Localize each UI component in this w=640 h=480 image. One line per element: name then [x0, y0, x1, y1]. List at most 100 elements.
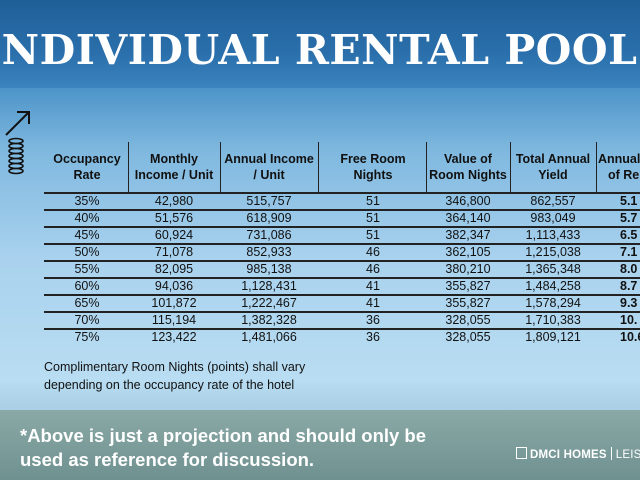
footnote-line: Complimentary Room Nights (points) shall… [44, 360, 306, 374]
brand-divider [610, 447, 612, 460]
free-room-nights-cell: 36 [366, 330, 380, 344]
free-room-nights-cell: 41 [366, 296, 380, 310]
rental-pool-table: Occupancy Rate Monthly Income / Unit Annua… [0, 142, 640, 322]
total-annual-yield-cell: 983,049 [530, 211, 576, 225]
row-divider [44, 328, 640, 330]
header-divider [318, 142, 319, 192]
table-row: 40% 51,576 618,909 51 364,140 983,049 5.… [0, 210, 640, 226]
monthly-income-cell: 101,872 [151, 296, 197, 310]
annual-income-cell: 1,128,431 [241, 279, 297, 293]
table-row: 75% 123,422 1,481,066 36 328,055 1,809,1… [0, 329, 640, 345]
row-divider [44, 260, 640, 262]
annual-income-cell: 515,757 [246, 194, 292, 208]
table-row: 60% 94,036 1,128,431 41 355,827 1,484,25… [0, 278, 640, 294]
occupancy-cell: 40% [74, 211, 100, 225]
occupancy-cell: 65% [74, 296, 100, 310]
row-divider [44, 209, 640, 211]
header-occupancy-rate: Occupancy Rate [53, 152, 121, 182]
occupancy-cell: 60% [74, 279, 100, 293]
header-annual-return: Annual of Re [598, 152, 640, 182]
header-free-room-nights: Free Room Nights [340, 152, 406, 182]
annual-income-cell: 731,086 [246, 228, 292, 242]
free-room-nights-cell: 46 [366, 245, 380, 259]
occupancy-cell: 55% [74, 262, 100, 276]
table-row: 35% 42,980 515,757 51 346,800 862,557 5.… [0, 193, 640, 209]
table-row: 55% 82,095 985,138 46 380,210 1,365,348 … [0, 261, 640, 277]
monthly-income-cell: 60,924 [154, 228, 194, 242]
value-room-nights-cell: 364,140 [445, 211, 491, 225]
total-annual-yield-cell: 1,809,121 [525, 330, 581, 344]
free-room-nights-cell: 41 [366, 279, 380, 293]
footnote: Complimentary Room Nights (points) shall… [44, 358, 464, 394]
annual-income-cell: 852,933 [246, 245, 292, 259]
building-icon [516, 447, 527, 459]
free-room-nights-cell: 46 [366, 262, 380, 276]
monthly-income-cell: 115,194 [151, 313, 197, 327]
row-divider [44, 311, 640, 313]
table-row: 45% 60,924 731,086 51 382,347 1,113,433 … [0, 227, 640, 243]
title-banner: INDIVIDUAL RENTAL POOL PROGRAM [0, 0, 640, 88]
table-row: 70% 115,194 1,382,328 36 328,055 1,710,3… [0, 312, 640, 328]
total-annual-yield-cell: 1,365,348 [525, 262, 581, 276]
value-room-nights-cell: 355,827 [445, 279, 491, 293]
table-row: 65% 101,872 1,222,467 41 355,827 1,578,2… [0, 295, 640, 311]
total-annual-yield-cell: 1,215,038 [525, 245, 581, 259]
footer-band: *Above is just a projection and should o… [0, 410, 640, 480]
free-room-nights-cell: 36 [366, 313, 380, 327]
table-row: 50% 71,078 852,933 46 362,105 1,215,038 … [0, 244, 640, 260]
total-annual-yield-cell: 1,710,383 [525, 313, 581, 327]
annual-return-cell: 7.1 [620, 245, 638, 259]
brand-sub: LEISU [615, 449, 640, 461]
value-room-nights-cell: 362,105 [445, 245, 491, 259]
header-divider [220, 142, 221, 192]
page-title: INDIVIDUAL RENTAL POOL PROGRAM [0, 26, 640, 74]
value-room-nights-cell: 346,800 [445, 194, 491, 208]
monthly-income-cell: 51,576 [154, 211, 194, 225]
coin-stack-growth-icon [2, 107, 36, 179]
row-divider [44, 226, 640, 228]
annual-income-cell: 1,222,467 [241, 296, 297, 310]
annual-return-cell: 9.3 [620, 296, 638, 310]
annual-income-cell: 985,138 [246, 262, 292, 276]
brand-logo: DMCI HOMES LEISU [516, 447, 640, 461]
occupancy-cell: 45% [74, 228, 100, 242]
value-room-nights-cell: 380,210 [445, 262, 491, 276]
total-annual-yield-cell: 862,557 [530, 194, 576, 208]
header-divider [426, 142, 427, 192]
monthly-income-cell: 82,095 [154, 262, 194, 276]
value-room-nights-cell: 355,827 [445, 296, 491, 310]
disclaimer: *Above is just a projection and should o… [20, 424, 490, 472]
value-room-nights-cell: 328,055 [445, 313, 491, 327]
header-monthly-income: Monthly Income / Unit [134, 152, 214, 182]
free-room-nights-cell: 51 [366, 194, 380, 208]
footnote-line: depending on the occupancy rate of the h… [44, 378, 295, 392]
monthly-income-cell: 71,078 [154, 245, 194, 259]
annual-return-cell: 8.7 [620, 279, 638, 293]
occupancy-cell: 70% [74, 313, 100, 327]
header-divider [128, 142, 129, 192]
monthly-income-cell: 94,036 [154, 279, 194, 293]
free-room-nights-cell: 51 [366, 228, 380, 242]
occupancy-cell: 75% [74, 330, 100, 344]
row-divider [44, 243, 640, 245]
row-divider [44, 192, 640, 194]
annual-return-cell: 6.5 [620, 228, 638, 242]
header-annual-income: Annual Income / Unit [224, 152, 314, 182]
monthly-income-cell: 123,422 [151, 330, 197, 344]
annual-income-cell: 618,909 [246, 211, 292, 225]
total-annual-yield-cell: 1,113,433 [525, 228, 581, 242]
row-divider [44, 277, 640, 279]
header-divider [510, 142, 511, 192]
free-room-nights-cell: 51 [366, 211, 380, 225]
disclaimer-line: used as reference for discussion. [20, 449, 315, 470]
value-room-nights-cell: 382,347 [445, 228, 491, 242]
annual-return-cell: 5.7 [620, 211, 638, 225]
occupancy-cell: 35% [74, 194, 100, 208]
monthly-income-cell: 42,980 [154, 194, 194, 208]
occupancy-cell: 50% [74, 245, 100, 259]
header-total-annual-yield: Total Annual Yield [515, 152, 591, 182]
annual-income-cell: 1,382,328 [241, 313, 297, 327]
brand-name: DMCI HOMES [530, 449, 607, 461]
disclaimer-line: *Above is just a projection and should o… [20, 425, 427, 446]
annual-return-cell: 8.0 [620, 262, 638, 276]
